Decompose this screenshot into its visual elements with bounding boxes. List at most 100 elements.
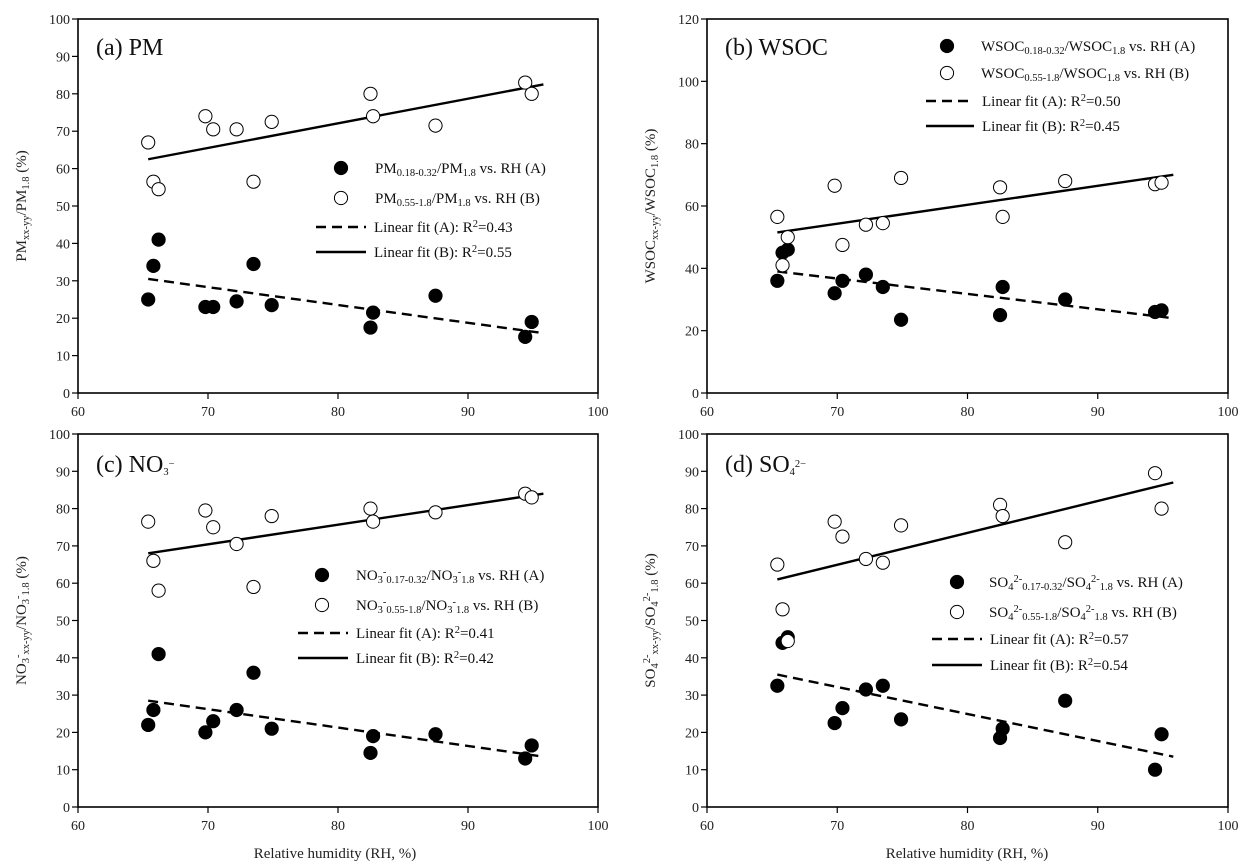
y-tick-label: 70 xyxy=(56,540,70,555)
point-series-a xyxy=(1154,727,1169,742)
legend-label: NO3-0.55-1.8/NO3-1.8 vs. RH (B) xyxy=(356,597,538,616)
point-series-a xyxy=(246,256,261,272)
y-tick-label: 30 xyxy=(56,275,70,290)
point-series-b xyxy=(206,520,221,535)
point-series-a xyxy=(770,273,785,288)
point-series-b xyxy=(229,122,244,137)
x-tick-label: 90 xyxy=(1091,819,1105,834)
y-tick-label: 60 xyxy=(685,577,699,592)
point-series-a xyxy=(1147,762,1163,777)
point-series-b xyxy=(770,557,785,572)
legend-label: Linear fit (A): R2=0.41 xyxy=(356,625,495,642)
legend-label: Linear fit (A): R2=0.50 xyxy=(982,93,1121,110)
point-series-a xyxy=(835,273,850,288)
point-series-a xyxy=(875,279,890,295)
point-series-b xyxy=(1058,173,1073,189)
point-series-a xyxy=(524,738,539,753)
point-series-a xyxy=(518,751,533,766)
panel-c: 0 10 20 30 40 50 60 70 80 90 100 60 70 80 90 100 NO3-xx-… xyxy=(13,428,608,834)
x-tick-label: 100 xyxy=(1218,819,1239,834)
y-axis-label: WSOCxx-yy/WSOC1.8 (%) xyxy=(643,129,661,284)
point-series-a xyxy=(875,678,890,693)
fit-line-b xyxy=(148,492,544,555)
point-series-b xyxy=(835,237,850,253)
point-series-a xyxy=(827,715,842,731)
y-tick-label: 20 xyxy=(56,312,70,327)
fit-line-a xyxy=(148,699,544,758)
point-series-b xyxy=(893,518,909,533)
y-tick-label: 30 xyxy=(56,689,70,704)
legend-label: Linear fit (A): R2=0.43 xyxy=(374,219,513,236)
x-axis-label-right: Relative humidity (RH, %) xyxy=(886,846,1048,862)
point-series-a xyxy=(835,701,850,716)
y-tick-label: 70 xyxy=(685,540,699,555)
legend-marker xyxy=(333,190,349,206)
legend-marker xyxy=(949,574,965,590)
point-series-a xyxy=(206,299,221,315)
y-tick-label: 40 xyxy=(685,262,699,277)
legend-marker xyxy=(333,160,349,176)
y-tick-label: 90 xyxy=(56,465,70,480)
point-series-b xyxy=(151,583,166,598)
x-tick-label: 70 xyxy=(830,405,844,420)
x-axis-label-left: Relative humidity (RH, %) xyxy=(254,846,416,862)
point-series-b xyxy=(366,514,381,529)
y-tick-label: 30 xyxy=(685,689,699,704)
point-series-a xyxy=(518,329,533,344)
y-tick-label: 20 xyxy=(685,726,699,741)
x-tick-label: 80 xyxy=(331,405,345,420)
point-series-a xyxy=(363,745,378,761)
y-tick-label: 40 xyxy=(56,237,70,252)
x-tick-label: 60 xyxy=(700,405,714,420)
y-tick-label: 60 xyxy=(56,163,70,178)
panel-title: (d) SO42− xyxy=(725,452,806,478)
point-series-a xyxy=(366,305,381,320)
point-series-a xyxy=(146,702,161,718)
legend-label: PM0.55-1.8/PM1.8 vs. RH (B) xyxy=(375,191,540,209)
point-series-a xyxy=(893,312,909,327)
panel-title: (b) WSOC xyxy=(725,35,828,61)
point-series-b xyxy=(428,118,443,133)
point-series-b xyxy=(524,490,539,505)
y-tick-label: 10 xyxy=(685,764,699,779)
point-series-a xyxy=(229,294,244,309)
point-series-b xyxy=(229,536,244,552)
y-tick-label: 40 xyxy=(56,652,70,667)
point-series-a xyxy=(141,292,156,307)
point-series-b xyxy=(206,122,221,137)
point-series-b xyxy=(858,551,874,567)
point-series-b xyxy=(858,217,874,232)
point-series-b xyxy=(524,86,539,101)
point-series-a xyxy=(1154,303,1169,318)
point-series-a xyxy=(827,286,842,301)
point-series-a xyxy=(264,721,279,736)
legend-label: Linear fit (B): R2=0.42 xyxy=(356,650,494,667)
point-series-a xyxy=(995,721,1010,736)
x-tick-label: 80 xyxy=(961,405,975,420)
x-tick-label: 60 xyxy=(700,819,714,834)
y-tick-label: 40 xyxy=(685,652,699,667)
y-tick-label: 90 xyxy=(685,465,699,480)
y-tick-label: 10 xyxy=(56,350,70,365)
point-series-b xyxy=(893,170,909,186)
point-series-b xyxy=(198,109,213,124)
point-series-b xyxy=(835,529,850,544)
point-series-a xyxy=(428,288,443,303)
point-series-b xyxy=(770,209,785,225)
x-tick-label: 70 xyxy=(830,819,844,834)
point-series-a xyxy=(141,717,156,733)
y-tick-label: 0 xyxy=(63,801,70,816)
fit-line-b xyxy=(147,83,544,161)
y-tick-label: 90 xyxy=(56,50,70,65)
x-tick-label: 90 xyxy=(461,405,475,420)
point-series-a xyxy=(780,242,795,257)
y-tick-label: 100 xyxy=(49,13,70,28)
point-series-b xyxy=(775,258,790,273)
point-series-b xyxy=(780,230,795,245)
y-tick-label: 80 xyxy=(56,88,70,103)
point-series-b xyxy=(151,182,166,197)
point-series-b xyxy=(827,178,842,193)
y-tick-label: 0 xyxy=(692,801,699,816)
panel-d: 0 10 20 30 40 50 60 70 80 90 100 60 70 80 90 100 SO42-xx… xyxy=(642,428,1238,834)
y-tick-label: 0 xyxy=(63,387,70,402)
